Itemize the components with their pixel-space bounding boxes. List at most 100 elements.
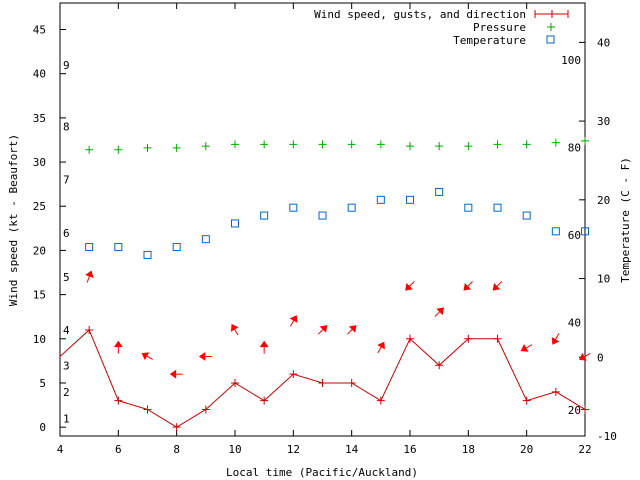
temperature-point	[376, 195, 385, 204]
wind-direction-shaft	[583, 353, 591, 358]
beaufort-label: 3	[63, 359, 70, 372]
y-right-tick-label: 30	[597, 115, 610, 128]
pressure-point	[201, 142, 210, 151]
wind-direction-arrow	[113, 340, 123, 354]
wind-direction-shaft	[317, 328, 324, 335]
y-right-tick-label: -10	[597, 430, 617, 443]
wind-direction-shaft	[467, 281, 473, 287]
x-tick-label: 16	[403, 443, 416, 456]
wind-speed-point	[85, 325, 94, 334]
legend-sample-wind	[534, 10, 569, 18]
wind-direction-shaft	[496, 281, 503, 287]
temperature-point	[201, 235, 210, 244]
wind-direction-head	[141, 352, 150, 361]
pressure-point	[581, 136, 589, 145]
wind-speed-point	[522, 396, 531, 405]
x-tick-label: 8	[173, 443, 180, 456]
y-left-tick-label: 25	[33, 200, 46, 213]
wind-direction-head	[579, 352, 587, 361]
wind-direction-head	[259, 340, 269, 348]
pressure-point	[435, 142, 444, 151]
pressure-point	[551, 138, 560, 147]
temperature-point	[581, 227, 589, 236]
wind-direction-head	[289, 315, 298, 323]
temperature-point	[435, 187, 444, 196]
x-axis-label: Local time (Pacific/Auckland)	[226, 466, 418, 479]
wind-speed-line	[59, 329, 586, 428]
temperature-point	[406, 195, 414, 204]
fahrenheit-label: 60	[568, 229, 581, 242]
wind-speed-point	[289, 370, 298, 379]
x-tick-label: 12	[287, 443, 300, 456]
beaufort-label: 1	[63, 412, 70, 425]
temperature-point	[114, 243, 123, 252]
x-tick-label: 18	[462, 443, 475, 456]
beaufort-label: 7	[63, 174, 70, 187]
fahrenheit-labels: 20 40 60 80 100	[561, 54, 581, 417]
y-left-axis-label: Wind speed (kt - Beaufort)	[7, 134, 20, 306]
pressure-point	[172, 143, 181, 152]
direction-series	[85, 270, 591, 379]
y-right-tick-label: 0	[597, 351, 604, 364]
wind-direction-arrow	[289, 315, 298, 327]
pressure-point	[289, 140, 298, 149]
x-tick-label: 14	[345, 443, 359, 456]
y-left-tick-label: 30	[33, 156, 46, 169]
wind-direction-shaft	[525, 344, 533, 349]
legend-sample-temperature	[546, 35, 555, 44]
y-left-tick-label: 15	[33, 289, 46, 302]
wind-speed-point	[318, 378, 327, 387]
temperature-point	[289, 203, 298, 212]
wind-speed-point	[551, 387, 560, 396]
y-right-tick-label: 20	[597, 194, 610, 207]
pressure-point	[114, 145, 123, 154]
pressure-point	[260, 140, 269, 149]
wind-speed-point	[172, 423, 181, 432]
wind-direction-shaft	[289, 320, 295, 327]
pressure-point	[318, 140, 327, 149]
wind-direction-arrow	[520, 344, 533, 352]
pressure-point	[85, 145, 94, 154]
wind-direction-head	[551, 336, 560, 345]
fahrenheit-label: 40	[568, 316, 581, 329]
wind-direction-arrow	[141, 352, 153, 361]
wind-speed-point	[231, 378, 239, 387]
wind-speed-point	[376, 396, 385, 405]
wind-direction-arrow	[551, 333, 560, 345]
wind-direction-arrow	[347, 325, 357, 335]
wind-speed-point	[143, 405, 152, 414]
wind-direction-arrow	[579, 352, 591, 361]
x-tick-label: 6	[115, 443, 122, 456]
temperature-point	[551, 227, 560, 236]
wind-speed-point	[260, 396, 269, 405]
legend-label-wind: Wind speed, gusts, and direction	[314, 8, 526, 21]
y-right-tick-label: 10	[597, 273, 610, 286]
temperature-point	[464, 203, 473, 212]
wind-series	[59, 325, 589, 432]
beaufort-label: 4	[63, 324, 70, 337]
wind-direction-arrow	[85, 270, 94, 283]
pressure-point	[231, 140, 239, 149]
wind-direction-head	[230, 324, 239, 332]
y-right-tick-label: 40	[597, 36, 610, 49]
temperature-point	[172, 243, 181, 252]
wind-direction-arrow	[463, 281, 473, 291]
wind-direction-head	[198, 352, 206, 361]
pressure-point	[493, 140, 502, 149]
temperature-point	[318, 211, 327, 220]
wind-direction-arrow	[317, 325, 328, 335]
wind-direction-shaft	[554, 333, 560, 340]
y-left-tick-labels: 0 5 10 15 20 25 30 35 40 45	[33, 24, 46, 435]
wind-direction-shaft	[146, 355, 153, 360]
legend: Wind speed, gusts, and direction Pressur…	[314, 8, 569, 47]
wind-direction-shaft	[377, 346, 382, 354]
temperature-point	[231, 219, 239, 228]
wind-direction-head	[405, 282, 413, 291]
beaufort-label: 8	[63, 121, 70, 134]
beaufort-label: 9	[63, 59, 70, 72]
wind-speed-point	[201, 405, 210, 414]
wind-direction-shaft	[434, 311, 441, 317]
wind-direction-shaft	[234, 328, 239, 336]
y-right-tick-labels: -10 0 10 20 30 40	[597, 36, 617, 443]
grid-frame	[59, 2, 586, 437]
